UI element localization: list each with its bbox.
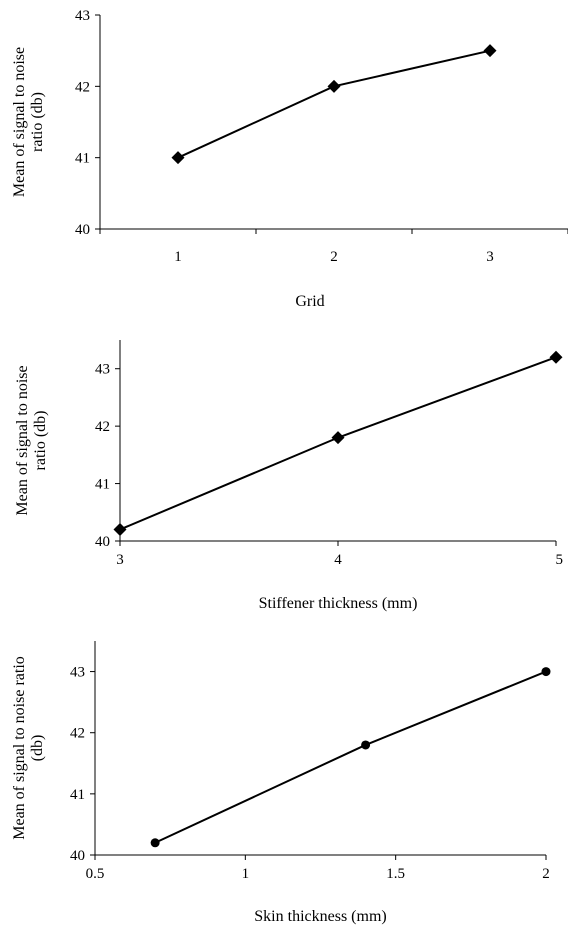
data-point xyxy=(549,350,563,364)
data-point xyxy=(150,838,160,848)
y-tick-label: 41 xyxy=(95,477,110,493)
series-line xyxy=(154,670,547,844)
chart-3: 40 41 42 43 0.5 1 1.5 2 Skin thickness (mm) Mean … xyxy=(11,641,551,925)
data-point xyxy=(361,740,371,750)
y-axis-title: Mean of signal to noiseratio (db) xyxy=(11,47,46,197)
x-tick-label: 0.5 xyxy=(86,866,105,882)
y-axis-title-line: ratio (db) xyxy=(29,92,46,152)
y-tick-label: 40 xyxy=(70,848,85,864)
x-tick-label: 1.5 xyxy=(386,866,405,882)
chart-2: 40 41 42 43 3 4 5 Stiffener thickness (mm) Mean … xyxy=(14,340,563,612)
x-tick-label: 2 xyxy=(542,866,550,882)
data-point xyxy=(113,523,127,537)
x-tick-label: 1 xyxy=(174,249,182,265)
data-point xyxy=(483,44,497,58)
x-axis-title: Grid xyxy=(295,293,324,310)
y-tick-label: 42 xyxy=(70,726,85,742)
y-axis-title-line: (db) xyxy=(29,735,46,762)
x-tick-label: 4 xyxy=(334,552,342,568)
data-point xyxy=(331,431,345,445)
y-tick-label: 43 xyxy=(75,8,90,24)
y-axis-title-line: Mean of signal to noise xyxy=(14,365,31,515)
y-tick-label: 41 xyxy=(70,787,85,803)
y-tick-label: 42 xyxy=(75,79,90,95)
y-tick-label: 43 xyxy=(95,362,110,378)
x-tick-label: 5 xyxy=(556,552,564,568)
x-tick-label: 2 xyxy=(330,249,338,265)
y-axis-title-line: Mean of signal to noise ratio xyxy=(11,656,28,840)
y-axis-title: Mean of signal to noiseratio (db) xyxy=(14,365,49,515)
y-axis-title-line: Mean of signal to noise xyxy=(11,47,28,197)
x-axis-title: Stiffener thickness (mm) xyxy=(259,595,418,612)
data-point xyxy=(171,151,185,165)
y-tick-label: 43 xyxy=(70,665,85,681)
x-tick-label: 3 xyxy=(486,249,494,265)
y-tick-label: 40 xyxy=(75,222,90,238)
series-line xyxy=(177,49,491,159)
x-tick-label: 3 xyxy=(116,552,124,568)
y-axis-title: Mean of signal to noise ratio(db) xyxy=(11,656,46,840)
y-tick-label: 40 xyxy=(95,534,110,550)
y-tick-label: 42 xyxy=(95,419,110,435)
x-axis-title: Skin thickness (mm) xyxy=(254,908,386,925)
data-point xyxy=(327,79,341,93)
data-point xyxy=(541,667,551,677)
x-tick-label: 1 xyxy=(242,866,250,882)
y-axis-title-line: ratio (db) xyxy=(32,411,49,471)
chart-1: 40 41 42 43 1 2 3 Grid Mean of signal to noisera… xyxy=(11,8,568,310)
y-tick-label: 41 xyxy=(75,151,90,167)
